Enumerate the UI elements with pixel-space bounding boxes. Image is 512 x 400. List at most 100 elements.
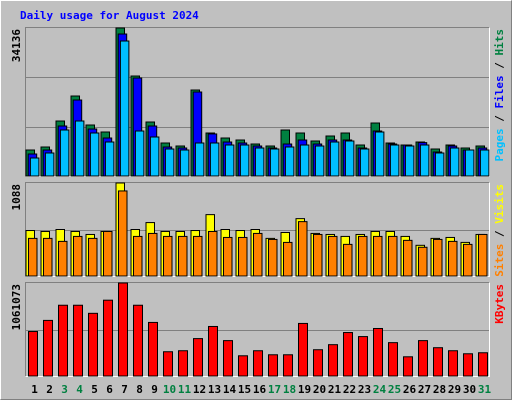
bar: [418, 340, 428, 377]
bar: [313, 349, 323, 377]
bar: [403, 356, 413, 377]
x-tick-label: 9: [151, 383, 158, 396]
bar: [73, 304, 83, 377]
legend-entry: Files: [493, 75, 506, 108]
legend-separator: /: [493, 56, 506, 76]
x-tick-label: 27: [418, 383, 431, 396]
legend: Pages / Files / Hits: [493, 29, 506, 162]
bar: [28, 331, 38, 377]
bar: [388, 235, 398, 277]
x-tick-label: 22: [343, 383, 356, 396]
bar: [358, 235, 368, 277]
bar: [329, 141, 340, 177]
x-tick-label: 23: [358, 383, 371, 396]
bar: [404, 145, 415, 177]
bar: [343, 332, 353, 377]
bar: [343, 243, 353, 277]
bar: [208, 325, 218, 377]
legend-entry: Hits: [493, 29, 506, 56]
x-tick-label: 29: [448, 383, 461, 396]
panel-border-dark: [25, 282, 490, 377]
bar: [163, 235, 173, 277]
x-tick-label: 5: [91, 383, 98, 396]
bar: [313, 233, 323, 277]
bar: [418, 246, 428, 277]
bar: [328, 344, 338, 377]
bar: [74, 120, 85, 177]
bar: [239, 144, 250, 177]
y-tick-label: 1088: [10, 184, 23, 211]
bar: [433, 238, 443, 277]
bar: [463, 243, 473, 277]
y-tick-label: 34136: [10, 29, 23, 62]
bar: [88, 312, 98, 377]
bar: [29, 157, 40, 177]
bar: [104, 141, 115, 177]
bar: [148, 232, 158, 277]
bar: [209, 142, 220, 177]
bar: [133, 304, 143, 377]
panel-border-light: [25, 182, 490, 277]
bar: [434, 152, 445, 177]
chart-title: Daily usage for August 2024: [20, 9, 199, 22]
bar: [194, 142, 205, 177]
bar: [388, 342, 398, 377]
bar: [464, 149, 475, 177]
bar: [479, 149, 490, 177]
panel-border-dark: [25, 27, 490, 177]
bar: [238, 236, 248, 277]
bar: [284, 146, 295, 177]
bar: [253, 232, 263, 277]
x-tick-label: 4: [76, 383, 83, 396]
x-tick-label: 16: [253, 383, 267, 396]
x-tick-label: 15: [238, 383, 251, 396]
bar: [133, 235, 143, 277]
bar: [359, 148, 370, 177]
bar: [178, 350, 188, 377]
bar: [283, 241, 293, 277]
bar: [58, 304, 68, 377]
legend-separator: /: [493, 109, 506, 129]
x-tick-label: 28: [433, 383, 446, 396]
bar: [43, 237, 53, 277]
bar: [299, 144, 310, 177]
bar: [328, 235, 338, 277]
x-tick-label: 12: [193, 383, 206, 396]
x-tick-label: 24: [373, 383, 387, 396]
x-tick-label: 8: [136, 383, 143, 396]
bar: [298, 322, 308, 377]
x-tick-label: 20: [313, 383, 326, 396]
bar: [223, 340, 233, 377]
bar: [478, 233, 488, 277]
bar: [433, 347, 443, 377]
x-tick-label: 31: [478, 383, 492, 396]
x-tick-label: 13: [208, 383, 221, 396]
x-tick-label: 6: [106, 383, 113, 396]
bar: [254, 147, 265, 177]
bar: [298, 221, 308, 277]
bar: [149, 136, 160, 177]
legend: Sites / Visits: [493, 184, 506, 277]
bar: [238, 355, 248, 377]
bar: [119, 40, 130, 177]
bar: [478, 352, 488, 377]
bar: [224, 144, 235, 177]
x-tick-label: 14: [223, 383, 237, 396]
bar: [448, 350, 458, 377]
bar: [269, 148, 280, 177]
bar: [344, 140, 355, 177]
bar: [448, 240, 458, 277]
x-tick-label: 21: [328, 383, 342, 396]
bar: [193, 338, 203, 377]
bar: [223, 236, 233, 277]
x-tick-label: 17: [268, 383, 281, 396]
legend-entry: Sites: [493, 244, 506, 277]
bar: [208, 230, 218, 277]
bar: [389, 144, 400, 177]
bar: [89, 132, 100, 177]
x-tick-label: 25: [388, 383, 401, 396]
bar: [164, 148, 175, 177]
bar: [268, 354, 278, 377]
x-tick-label: 11: [178, 383, 192, 396]
